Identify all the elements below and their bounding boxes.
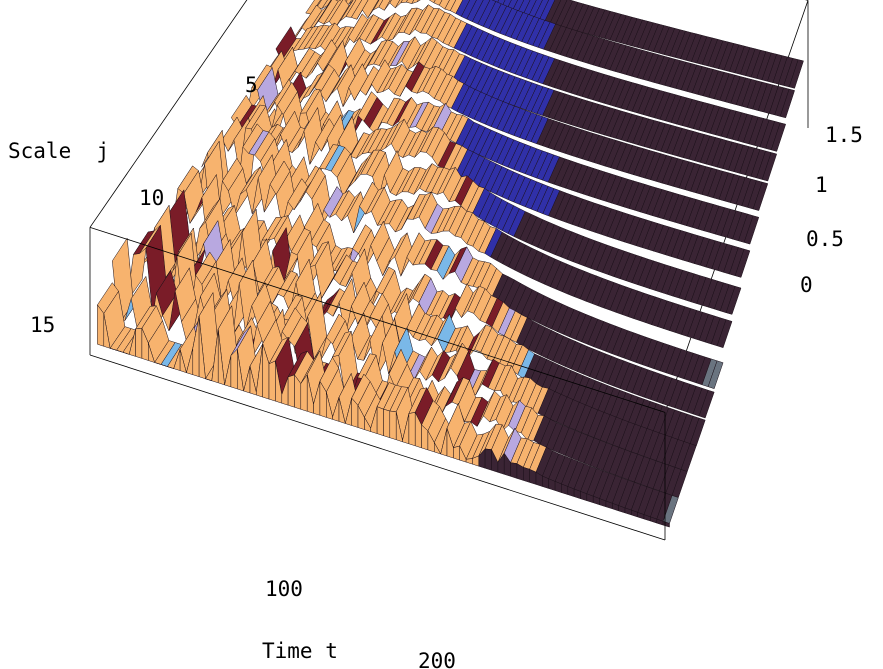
surface-patch [770,122,787,152]
surface-row-j8 [245,59,769,211]
surface-patch [411,0,419,5]
x-tick-100: 100 [265,577,303,601]
box-edge-front-top [89,226,666,413]
x-tick-200: 200 [418,649,456,669]
surface-patch [779,88,795,119]
surface-skirt [198,316,206,380]
surface-skirt [408,412,416,447]
surface-skirt [217,329,225,386]
surface-skirt [389,410,397,441]
surface-skirt [268,360,276,402]
surface-patch [698,389,715,419]
box-edge-left-top [89,0,248,228]
surface-row-j5 [290,0,795,119]
y-tick-5: 5 [245,73,258,97]
surface-patch [716,319,733,349]
surface-skirt [148,342,155,363]
surface-patch [707,360,724,390]
surface-row-j7 [260,36,778,182]
surface-skirt [453,445,460,461]
surface-patch [788,59,804,89]
surface-skirt [179,349,187,374]
surface-skirt [484,448,492,471]
surface-skirt [383,408,391,439]
box-edge-front-bottom [89,354,666,541]
surface-skirt [523,466,530,483]
surface-skirt [465,458,473,465]
surface-patch [752,181,769,211]
surface-skirt [237,349,244,392]
surface-patch [743,215,760,245]
plot-box-front [89,226,666,541]
z-tick-1: 1 [815,173,828,197]
z-tick-0.5: 0.5 [806,227,844,251]
surface-row-j6 [275,4,787,152]
surface-patch [416,0,421,3]
surface-patch [725,285,742,315]
y-tick-15: 15 [30,313,55,337]
surface-strips [97,0,804,528]
surface-skirt [287,374,295,408]
surface-patch [734,248,751,278]
surface-row-j18 [97,282,679,528]
y-tick-10: 10 [139,186,164,210]
surface-skirt [510,462,518,479]
surface-skirt [529,468,537,485]
z-tick-0: 0 [800,273,813,297]
x-axis-label: Time t [262,639,338,663]
surface-skirt [434,441,442,455]
surface-skirt [103,313,111,349]
surface-skirt [135,327,143,359]
surface-row-j4 [305,0,804,89]
surface-skirt [230,348,238,390]
y-axis-label: Scale j [8,139,109,163]
surface-skirt [338,397,346,424]
surface-skirt [376,406,384,437]
z-tick-1.5: 1.5 [825,123,863,147]
surface-patch [761,152,778,182]
